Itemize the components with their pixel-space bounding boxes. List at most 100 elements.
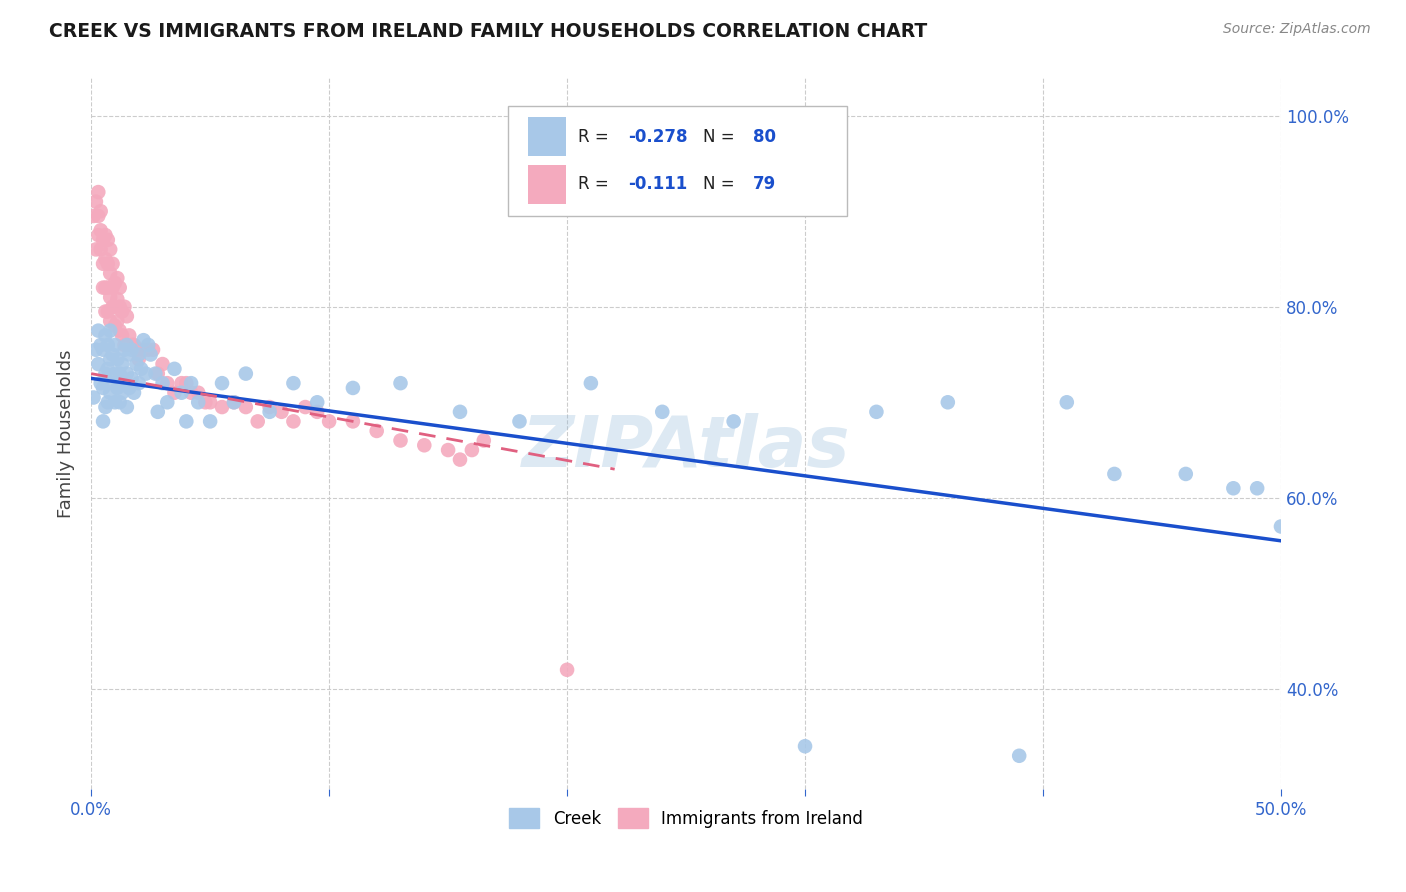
Point <box>98 243 121 257</box>
Point <box>128 352 150 367</box>
Point <box>1246 481 1268 495</box>
Point <box>472 434 495 448</box>
Point <box>90 204 112 219</box>
Point <box>1174 467 1197 481</box>
Point <box>90 223 112 237</box>
Point <box>87 357 110 371</box>
Point <box>94 328 117 343</box>
Text: 80: 80 <box>752 128 776 145</box>
Point <box>91 257 114 271</box>
Point <box>115 400 138 414</box>
Point <box>555 663 578 677</box>
Point <box>389 434 412 448</box>
Text: R =: R = <box>578 175 619 194</box>
Point <box>84 194 107 209</box>
Text: N =: N = <box>703 128 740 145</box>
Point <box>97 233 120 247</box>
Point <box>97 304 120 318</box>
Point <box>115 310 138 324</box>
Text: 79: 79 <box>752 175 776 194</box>
Point <box>449 405 471 419</box>
Text: R =: R = <box>578 128 614 145</box>
Point <box>146 367 169 381</box>
Point <box>294 400 316 414</box>
Point <box>94 367 117 381</box>
Point <box>142 343 165 357</box>
Point <box>936 395 959 409</box>
Point <box>413 438 436 452</box>
Point <box>152 376 174 391</box>
Point <box>132 333 155 347</box>
Point <box>98 352 121 367</box>
Point <box>101 376 124 391</box>
Point <box>105 292 128 306</box>
Point <box>136 338 159 352</box>
Point <box>579 376 602 391</box>
Point <box>1056 395 1078 409</box>
Y-axis label: Family Households: Family Households <box>58 349 75 517</box>
Point <box>97 257 120 271</box>
Point <box>94 228 117 243</box>
Point <box>270 405 292 419</box>
Point <box>108 395 131 409</box>
Point <box>87 185 110 199</box>
Point <box>108 324 131 338</box>
Text: Source: ZipAtlas.com: Source: ZipAtlas.com <box>1223 22 1371 37</box>
Point <box>91 381 114 395</box>
Point <box>97 280 120 294</box>
Point <box>104 276 127 290</box>
Point <box>128 347 150 361</box>
Point <box>318 414 340 428</box>
Point <box>125 357 148 371</box>
Point <box>97 361 120 376</box>
Point <box>84 343 107 357</box>
Point <box>87 324 110 338</box>
Point <box>87 228 110 243</box>
Point <box>152 357 174 371</box>
Point <box>307 395 329 409</box>
Text: -0.111: -0.111 <box>627 175 688 194</box>
Point <box>90 376 112 391</box>
Point <box>125 343 148 357</box>
Point <box>91 414 114 428</box>
Point <box>83 391 105 405</box>
Point <box>865 405 887 419</box>
Point <box>121 371 143 385</box>
Point <box>1104 467 1126 481</box>
Point <box>187 385 209 400</box>
Point <box>105 352 128 367</box>
Point <box>94 280 117 294</box>
Point <box>105 314 128 328</box>
Point <box>139 347 162 361</box>
Point <box>1008 748 1031 763</box>
Point <box>114 300 136 314</box>
Point <box>98 266 121 280</box>
Point <box>198 395 221 409</box>
Point <box>163 361 186 376</box>
Point <box>437 443 460 458</box>
Point <box>118 328 141 343</box>
Point <box>222 395 245 409</box>
Point <box>794 739 817 754</box>
Point <box>163 385 186 400</box>
Point <box>105 381 128 395</box>
Point <box>121 343 143 357</box>
Point <box>97 395 120 409</box>
Point <box>170 385 193 400</box>
Point <box>170 376 193 391</box>
Point <box>104 367 127 381</box>
Point <box>156 395 179 409</box>
Point <box>98 290 121 304</box>
Point <box>104 318 127 333</box>
Point <box>108 367 131 381</box>
FancyBboxPatch shape <box>527 165 565 203</box>
Legend: Creek, Immigrants from Ireland: Creek, Immigrants from Ireland <box>503 802 869 834</box>
Point <box>98 385 121 400</box>
Point <box>129 361 152 376</box>
Point <box>118 381 141 395</box>
Text: N =: N = <box>703 175 740 194</box>
Point <box>180 385 202 400</box>
Point <box>98 324 121 338</box>
Point <box>222 395 245 409</box>
Text: CREEK VS IMMIGRANTS FROM IRELAND FAMILY HOUSEHOLDS CORRELATION CHART: CREEK VS IMMIGRANTS FROM IRELAND FAMILY … <box>49 22 928 41</box>
